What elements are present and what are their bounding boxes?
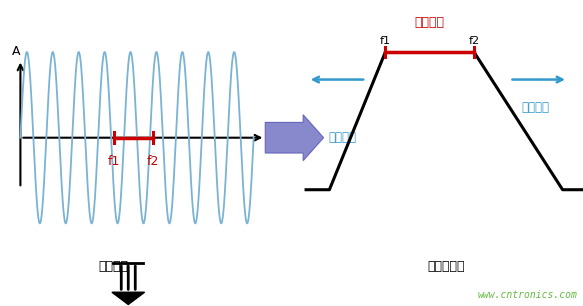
Text: 滤波器响应: 滤波器响应	[427, 260, 465, 273]
Text: F: F	[269, 131, 276, 144]
Text: f2: f2	[468, 36, 480, 46]
Text: f2: f2	[147, 155, 160, 167]
Text: 抑制频段: 抑制频段	[522, 101, 550, 114]
Polygon shape	[112, 292, 145, 304]
Text: 抑制频段: 抑制频段	[328, 131, 356, 144]
Text: f1: f1	[107, 155, 120, 167]
Text: 原始信号: 原始信号	[99, 260, 129, 273]
Text: www.cntronics.com: www.cntronics.com	[477, 290, 577, 300]
Text: 工作频段: 工作频段	[415, 16, 445, 29]
Polygon shape	[265, 115, 324, 161]
Text: A: A	[12, 45, 20, 58]
Text: f1: f1	[380, 36, 391, 46]
